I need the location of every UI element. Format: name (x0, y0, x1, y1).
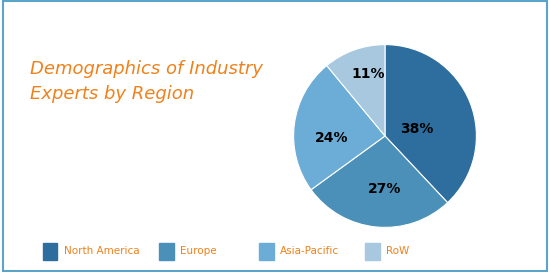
Wedge shape (327, 45, 385, 136)
Text: 38%: 38% (400, 122, 433, 136)
Text: RoW: RoW (386, 246, 409, 256)
Bar (43, 243, 57, 261)
Text: 27%: 27% (368, 182, 402, 196)
Wedge shape (385, 45, 476, 203)
Text: Demographics of Industry
Experts by Region: Demographics of Industry Experts by Regi… (30, 60, 263, 103)
Text: Asia-Pacific: Asia-Pacific (280, 246, 339, 256)
Text: 11%: 11% (352, 67, 386, 81)
Text: Europe: Europe (180, 246, 217, 256)
Wedge shape (311, 136, 448, 227)
Wedge shape (294, 66, 385, 190)
Bar (365, 243, 380, 261)
Text: 24%: 24% (315, 131, 349, 145)
Bar (259, 243, 274, 261)
Text: North America: North America (64, 246, 140, 256)
Bar (159, 243, 174, 261)
